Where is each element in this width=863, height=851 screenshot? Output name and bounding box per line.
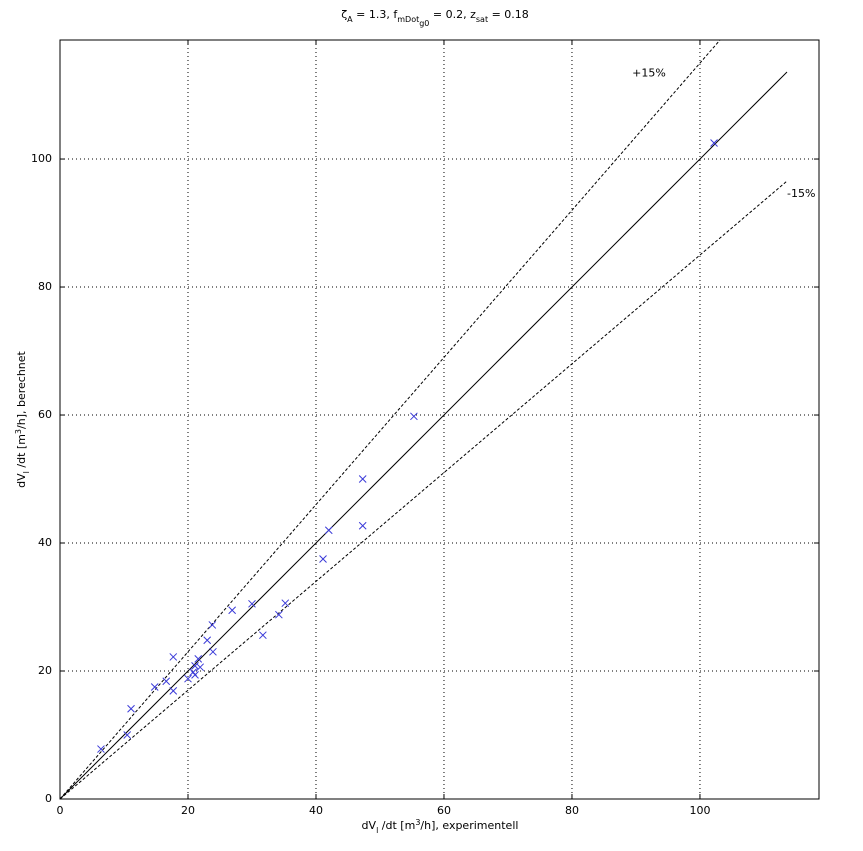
x-tick-label: 40 [309, 804, 323, 817]
chart-title-part: mDot [397, 15, 419, 24]
scatter-point [228, 606, 237, 615]
x-tick-label: 100 [689, 804, 710, 817]
reference-label: -15% [787, 187, 815, 200]
scatter-point [150, 683, 159, 691]
x-tick-label: 0 [57, 804, 64, 817]
scatter-point [169, 653, 178, 661]
reference-label: +15% [632, 66, 666, 79]
y-tick-label: 20 [38, 664, 52, 677]
scatter-point [191, 662, 199, 670]
scatter-point [324, 526, 333, 535]
y-axis-label: dVl /dt [m3/h], berechnet [14, 350, 31, 487]
y-axis-label-part: 3 [14, 429, 23, 434]
scatter-point [169, 686, 178, 695]
y-axis-label-part: /h], berechnet [15, 350, 28, 429]
y-tick-label: 100 [31, 152, 52, 165]
scatter-point [194, 654, 203, 663]
scatter-point [259, 631, 267, 640]
x-tick-label: 60 [437, 804, 451, 817]
chart-title-part: ζ [341, 8, 347, 21]
scatter-point [410, 412, 418, 421]
reference-line [60, 71, 788, 799]
scatter-point [162, 677, 171, 686]
chart-title-part: = 0.18 [488, 8, 529, 21]
y-tick-label: 80 [38, 280, 52, 293]
scatter-point [319, 555, 327, 563]
x-axis-label-part: /h], experimentell [420, 819, 518, 832]
scatter-point [209, 647, 217, 656]
chart-title-part: sat [476, 15, 488, 24]
scatter-point [358, 521, 367, 530]
scatter-point [358, 475, 367, 483]
scatter-point [281, 599, 290, 608]
chart-title: ζA = 1.3, fmDotg0 = 0.2, zsat = 0.18 [341, 8, 529, 28]
scatter-point [123, 731, 132, 739]
chart-title-part: = 1.3, f [353, 8, 399, 21]
scatter-point [127, 704, 135, 713]
x-axis-label-part: 3 [415, 818, 420, 827]
x-axis-label-part: /dt [m [378, 819, 415, 832]
chart-title-part: A [347, 15, 353, 24]
plot-frame [59, 39, 820, 800]
scatter-point [97, 745, 105, 753]
x-axis-label-part: dV [362, 819, 377, 832]
y-axis-label-part: dV [15, 473, 28, 488]
scatter-point [248, 599, 256, 608]
y-axis-label-part: l [22, 471, 31, 473]
scatter-point [191, 670, 199, 679]
y-axis-label-part: /dt [m [15, 434, 28, 471]
chart-title-part: = 0.2, z [429, 8, 476, 21]
scatter-point [184, 674, 192, 683]
x-axis-label: dVl /dt [m3/h], experimentell [362, 818, 519, 835]
scatter-point [196, 663, 205, 672]
chart-title-part: g0 [419, 19, 429, 28]
scatter-point [275, 610, 283, 619]
scatter-point [208, 621, 217, 629]
y-tick-label: 60 [38, 408, 52, 421]
scatter-point [710, 139, 718, 147]
reference-line [60, 180, 788, 799]
x-tick-label: 80 [565, 804, 579, 817]
scatter-point [203, 636, 212, 645]
x-tick-label: 20 [181, 804, 195, 817]
y-tick-label: 40 [38, 536, 52, 549]
x-axis-label-part: l [376, 826, 378, 835]
y-tick-label: 0 [45, 792, 52, 805]
